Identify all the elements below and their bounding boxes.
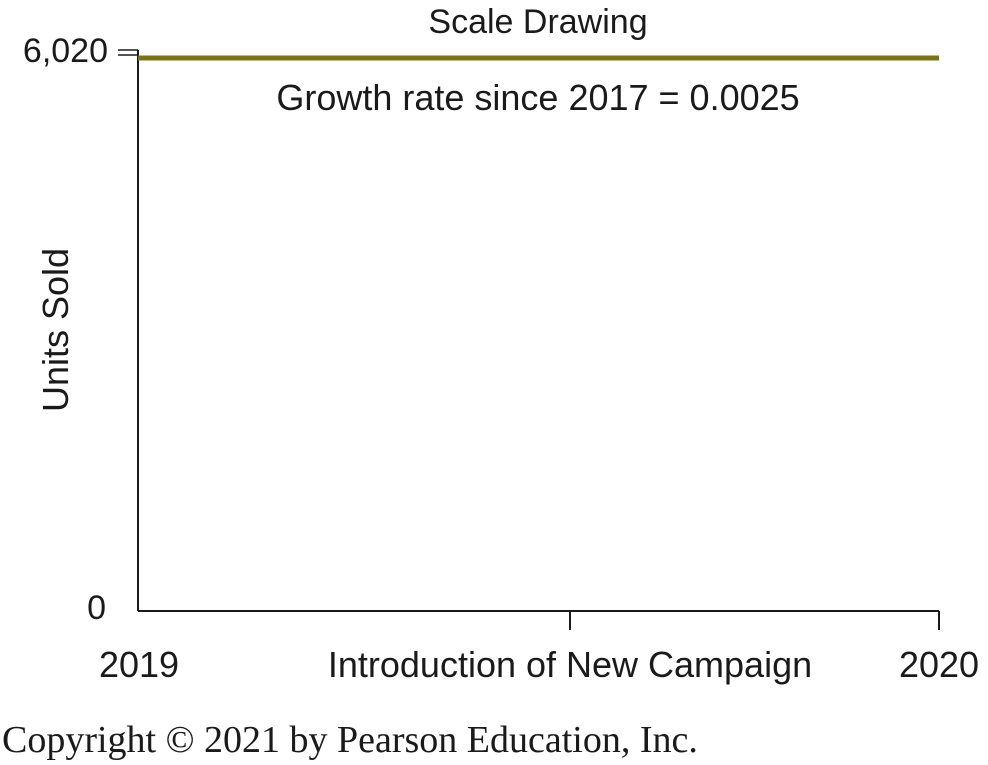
x-tick-label-campaign: Introduction of New Campaign	[328, 644, 812, 685]
x-tick-label-2019: 2019	[99, 644, 179, 685]
y-tick-label-0: 0	[87, 589, 106, 627]
y-tick-label-6020: 6,020	[23, 32, 108, 70]
x-tick-label-2020: 2020	[899, 644, 979, 685]
y-axis-label: Units Sold	[35, 248, 76, 412]
growth-annotation: Growth rate since 2017 = 0.0025	[276, 77, 799, 118]
chart-title: Scale Drawing	[428, 3, 647, 41]
copyright-footer: Copyright © 2021 by Pearson Education, I…	[2, 719, 698, 761]
